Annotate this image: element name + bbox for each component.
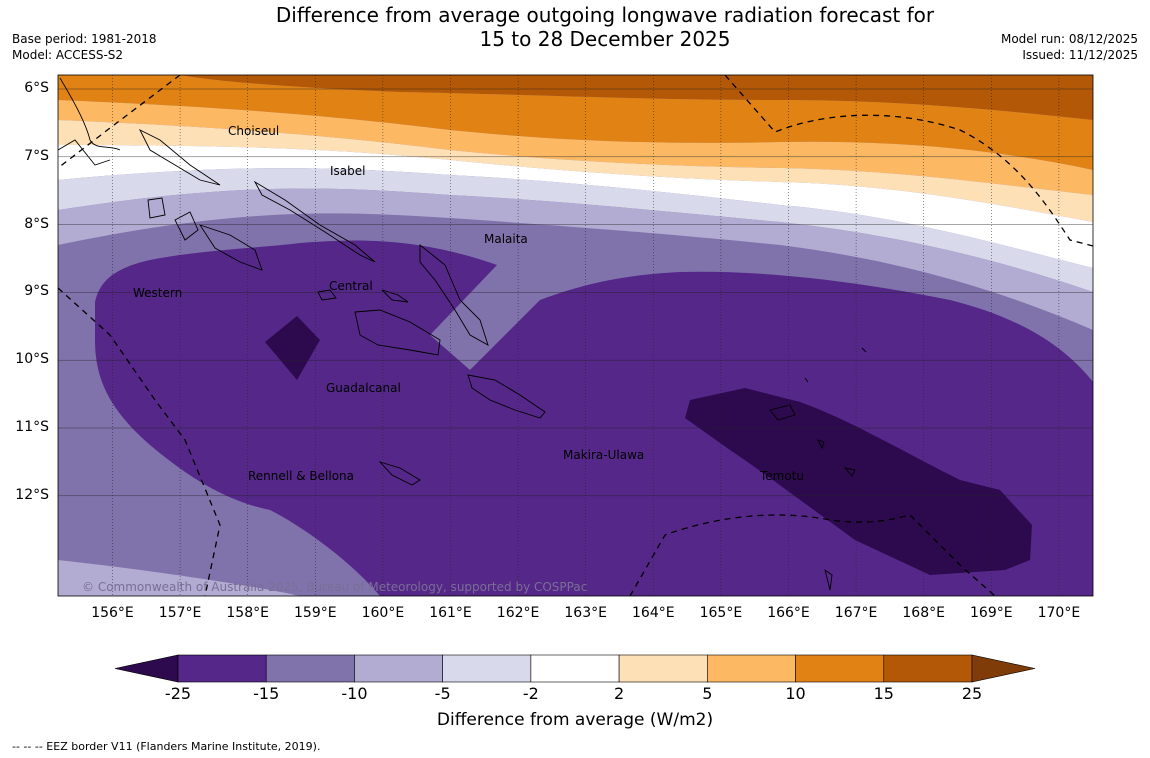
colorbar-tick-label: 15	[873, 684, 894, 703]
band-minus10-minus5-sw	[58, 560, 300, 596]
island-malaita	[419, 244, 489, 346]
island-guadalcanal	[354, 309, 441, 356]
base-period: Base period: 1981-2018	[12, 32, 157, 46]
longitude-label: 163°E	[564, 605, 607, 621]
island-rennell	[378, 461, 421, 486]
colorbar-tick-label: 10	[785, 684, 806, 703]
colorbar-tick-label: 2	[614, 684, 625, 703]
province-label: Choiseul	[228, 124, 280, 138]
island-small	[804, 347, 867, 591]
colorbar-tick-label: -2	[522, 684, 539, 703]
longitude-label: 164°E	[632, 605, 675, 621]
latitude-label: 11°S	[15, 419, 49, 435]
model-run: Model run: 08/12/2025	[1000, 32, 1138, 46]
island-santa-cruz	[769, 404, 856, 477]
latitude-label: 9°S	[24, 283, 49, 300]
colorbar-title: Difference from average (W/m2)	[436, 710, 714, 730]
island-isabel	[253, 180, 376, 263]
island-new-georgia	[147, 197, 263, 271]
meta-right: Model run: 08/12/2025 Issued: 11/12/2025	[1001, 31, 1138, 63]
latitude-label: 6°S	[24, 80, 49, 96]
title-line-2: 15 to 28 December 2025	[479, 27, 731, 51]
eez-border-north-east	[724, 75, 1093, 247]
colorbar-box	[618, 654, 708, 683]
colorbar-extend-low	[114, 654, 179, 683]
band-10-15	[58, 75, 1093, 170]
province-label: Western	[133, 286, 183, 300]
longitude-label: 168°E	[902, 605, 945, 621]
colorbar-box	[530, 654, 620, 683]
longitude-label: 170°E	[1037, 605, 1081, 621]
colorbar-box	[707, 654, 796, 683]
colorbar-tick-label: 5	[702, 684, 713, 703]
longitude-label: 162°E	[496, 605, 540, 621]
eez-borders	[58, 75, 1093, 596]
longitude-label: 158°E	[226, 605, 269, 621]
islands	[58, 77, 867, 591]
colorbar-box	[442, 654, 532, 683]
meta-left: Base period: 1981-2018 Model: ACCESS-S2	[12, 31, 157, 63]
island-choiseul	[138, 128, 221, 186]
longitude-label: 161°E	[429, 605, 472, 621]
title-line-1: Difference from average outgoing longwav…	[275, 3, 935, 27]
island-bougainville	[58, 77, 121, 166]
colorbar-tick-label: -25	[164, 684, 192, 703]
longitude-label: 157°E	[158, 605, 202, 621]
province-label: Isabel	[330, 164, 366, 178]
province-label: Temotu	[760, 469, 805, 483]
longitude-label: 160°E	[361, 605, 405, 621]
band-2-5	[58, 120, 1093, 222]
map-area	[58, 75, 1093, 596]
band-15-25	[180, 75, 1093, 120]
colorbar-tick-label: -10	[341, 684, 368, 703]
colorbar-box	[883, 654, 973, 683]
latitude-label: 12°S	[15, 486, 49, 503]
province-label: Guadalcanal	[326, 381, 401, 395]
graticule	[58, 75, 1093, 596]
issued-date: Issued: 11/12/2025	[1022, 48, 1138, 62]
colorbar	[114, 654, 1036, 683]
eez-border-south-east	[629, 514, 996, 596]
band-below-minus25-west	[265, 316, 320, 380]
longitude-label: 166°E	[767, 605, 810, 621]
province-label: Central	[329, 279, 373, 293]
longitude-label: 165°E	[699, 605, 743, 621]
model-name: Model: ACCESS-S2	[12, 48, 124, 62]
province-label: Malaita	[484, 232, 528, 246]
island-central	[317, 289, 409, 303]
colorbar-box	[795, 654, 885, 683]
chart-title: Difference from average outgoing longwav…	[0, 3, 1150, 51]
copyright-note: © Commonwealth of Australia 2025, Bureau…	[82, 580, 588, 594]
province-label: Makira-Ulawa	[563, 448, 645, 462]
province-label: Rennell & Bellona	[248, 469, 355, 483]
colorbar-tick-label: -5	[434, 684, 451, 703]
band-5-10	[58, 100, 1093, 195]
band-minus5-minus2	[58, 168, 1093, 292]
eez-footnote: -- -- -- EEZ border V11 (Flanders Marine…	[12, 740, 321, 753]
colorbar-box	[354, 654, 443, 683]
colorbar-extend-high	[971, 654, 1036, 683]
latitude-label: 8°S	[24, 215, 49, 232]
eez-border-west	[58, 287, 221, 596]
longitude-label: 156°E	[91, 605, 134, 621]
latitude-label: 7°S	[24, 147, 49, 164]
colorbar-box	[177, 654, 267, 683]
colorbar-tick-label: 25	[961, 684, 983, 703]
map-frame	[57, 74, 1094, 597]
longitude-label: 169°E	[970, 605, 1013, 621]
colorbar-tick-label: -15	[253, 684, 280, 703]
colorbar-box	[265, 654, 355, 683]
longitude-label: 167°E	[834, 605, 878, 621]
latitude-label: 10°S	[15, 351, 49, 368]
island-makira	[467, 374, 546, 419]
longitude-label: 159°E	[294, 605, 337, 621]
band-below-minus25-east	[685, 388, 1032, 575]
band-minus10-minus5	[58, 188, 1093, 330]
